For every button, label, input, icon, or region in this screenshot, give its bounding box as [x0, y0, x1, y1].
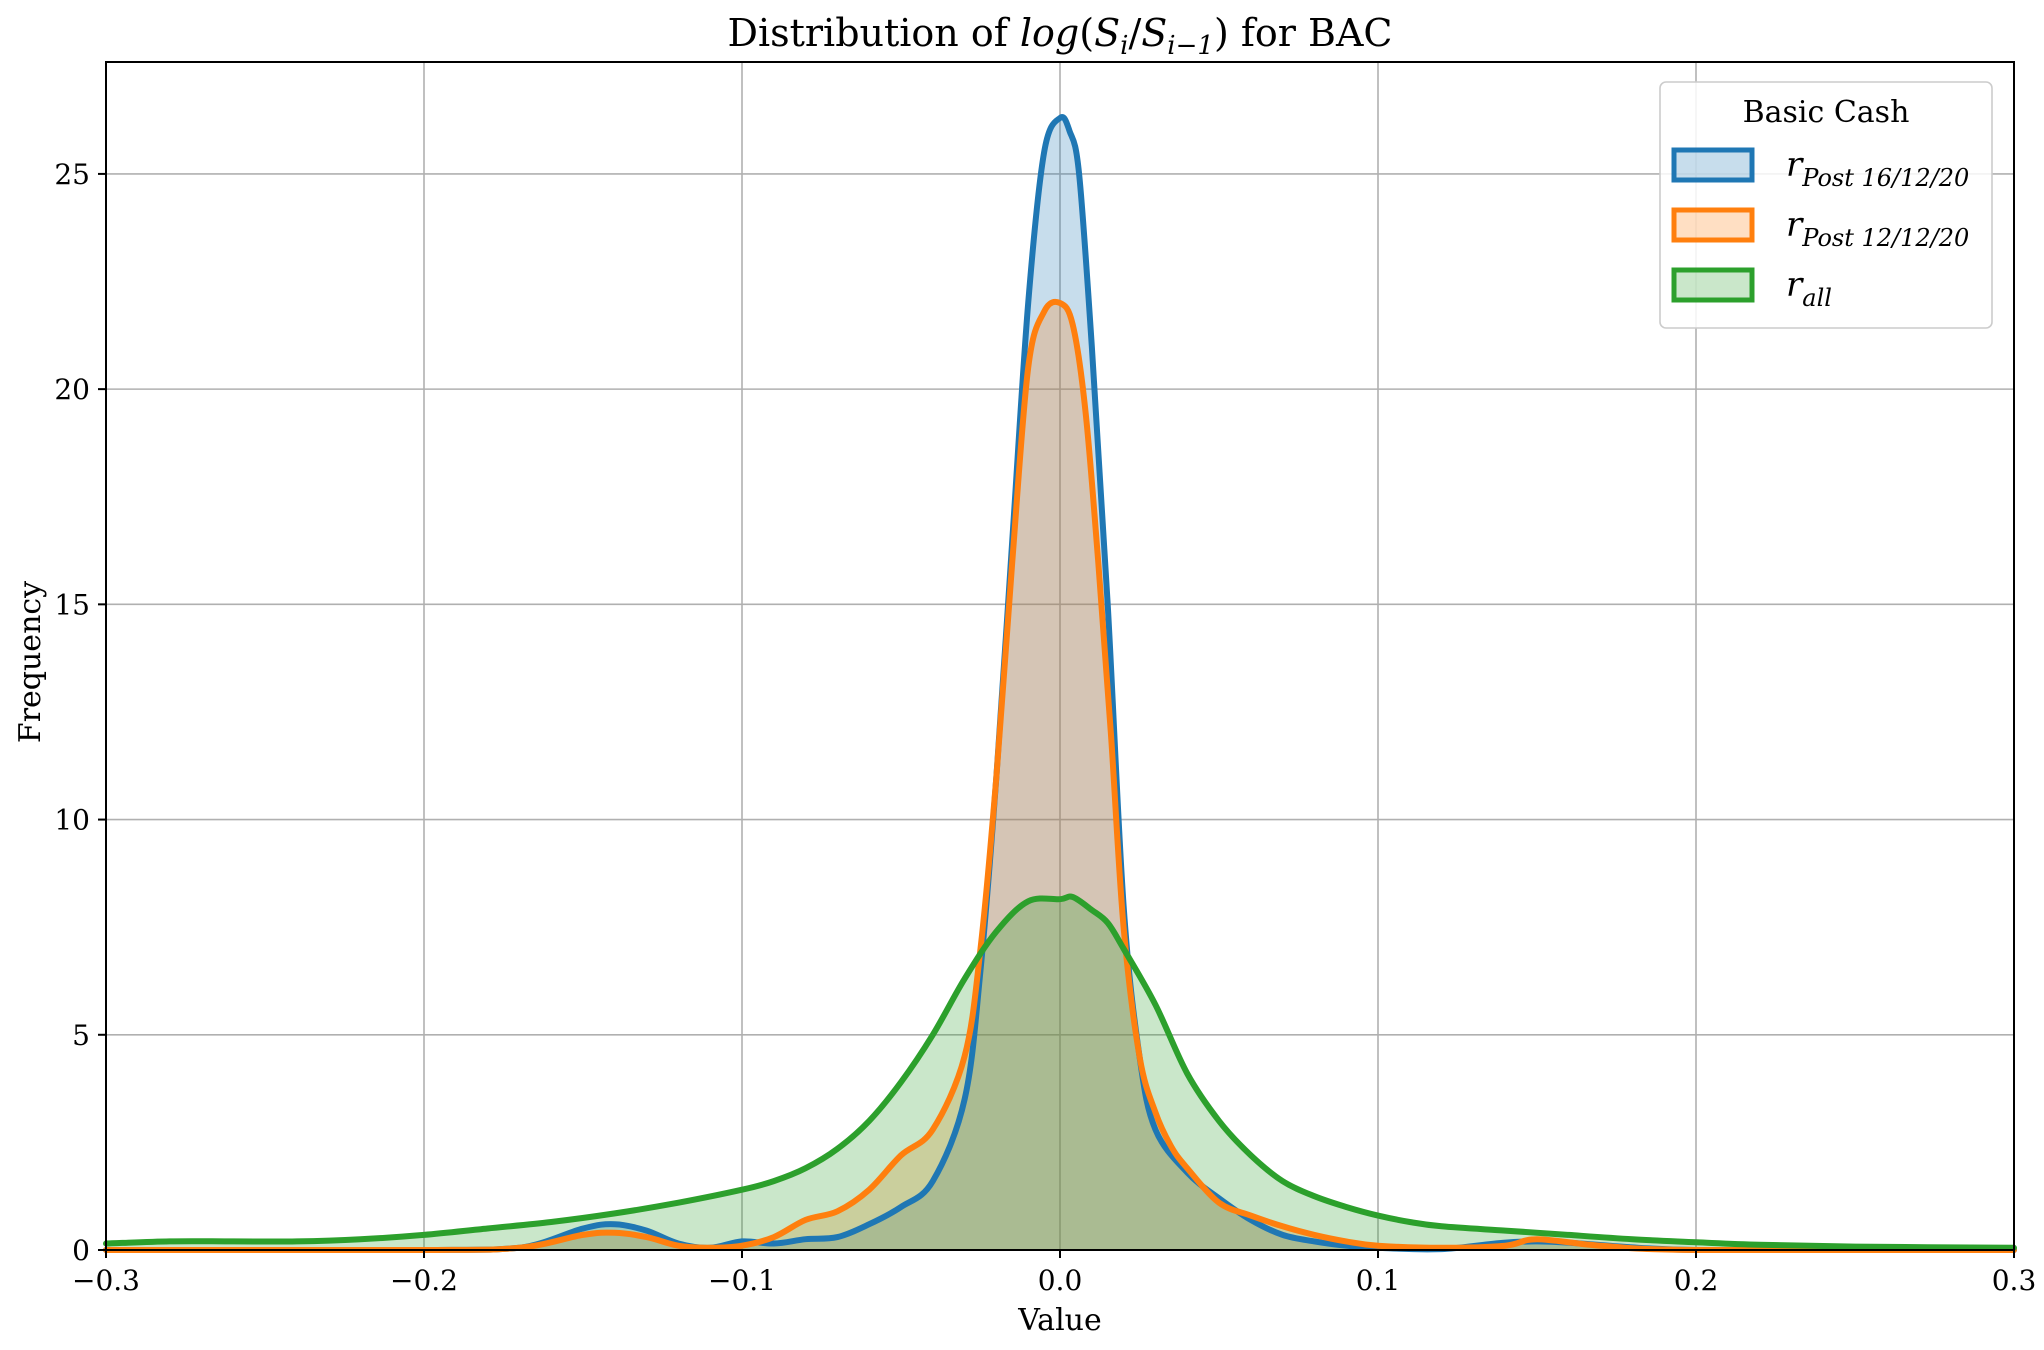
series-line-2 — [103, 893, 2017, 1251]
legend-title: Basic Cash — [1743, 95, 1910, 130]
series-area-2 — [106, 896, 2014, 1250]
legend-swatch-0 — [1671, 147, 1755, 183]
series-line-layer — [103, 114, 2017, 1254]
x-tick-label: −0.3 — [72, 1264, 140, 1297]
x-tick-label: 0.2 — [1674, 1264, 1719, 1297]
legend-box — [1659, 81, 1993, 329]
y-tick-label: 5 — [72, 1019, 90, 1052]
series-area-1 — [106, 301, 2014, 1250]
y-tick-label: 0 — [72, 1234, 90, 1267]
x-axis-label: Value — [1017, 1303, 1101, 1338]
legend-label-2: rall — [1786, 265, 1832, 312]
legend-entries: rPost 16/12/20 rPost 12/12/20 rall — [1671, 145, 1969, 312]
x-tick-label: 0.3 — [1992, 1264, 2037, 1297]
x-tick-label: −0.1 — [708, 1264, 776, 1297]
chart-title: Distribution of log(Si/Si−1) for BAC — [727, 11, 1392, 61]
x-tick-label: 0.0 — [1038, 1264, 1083, 1297]
legend-swatch-2 — [1671, 267, 1755, 303]
legend-label-1: rPost 12/12/20 — [1786, 205, 1969, 252]
tick-layer: −0.3 −0.2 −0.1 0.0 0.1 0.2 0.3 0 5 10 15 20 25 — [54, 158, 2036, 1297]
y-tick-label: 25 — [54, 158, 90, 191]
y-tick-label: 20 — [54, 373, 90, 406]
x-tick-label: 0.1 — [1356, 1264, 1401, 1297]
x-tick-label: −0.2 — [390, 1264, 458, 1297]
y-tick-label: 15 — [54, 588, 90, 621]
series-fill-layer — [106, 117, 2014, 1251]
legend-swatch-1 — [1671, 207, 1755, 243]
series-line-1 — [103, 298, 2017, 1254]
y-tick-label: 10 — [54, 804, 90, 837]
legend-label-0: rPost 16/12/20 — [1786, 145, 1969, 192]
series-area-0 — [106, 117, 2014, 1251]
y-axis-label: Frequency — [13, 581, 48, 743]
